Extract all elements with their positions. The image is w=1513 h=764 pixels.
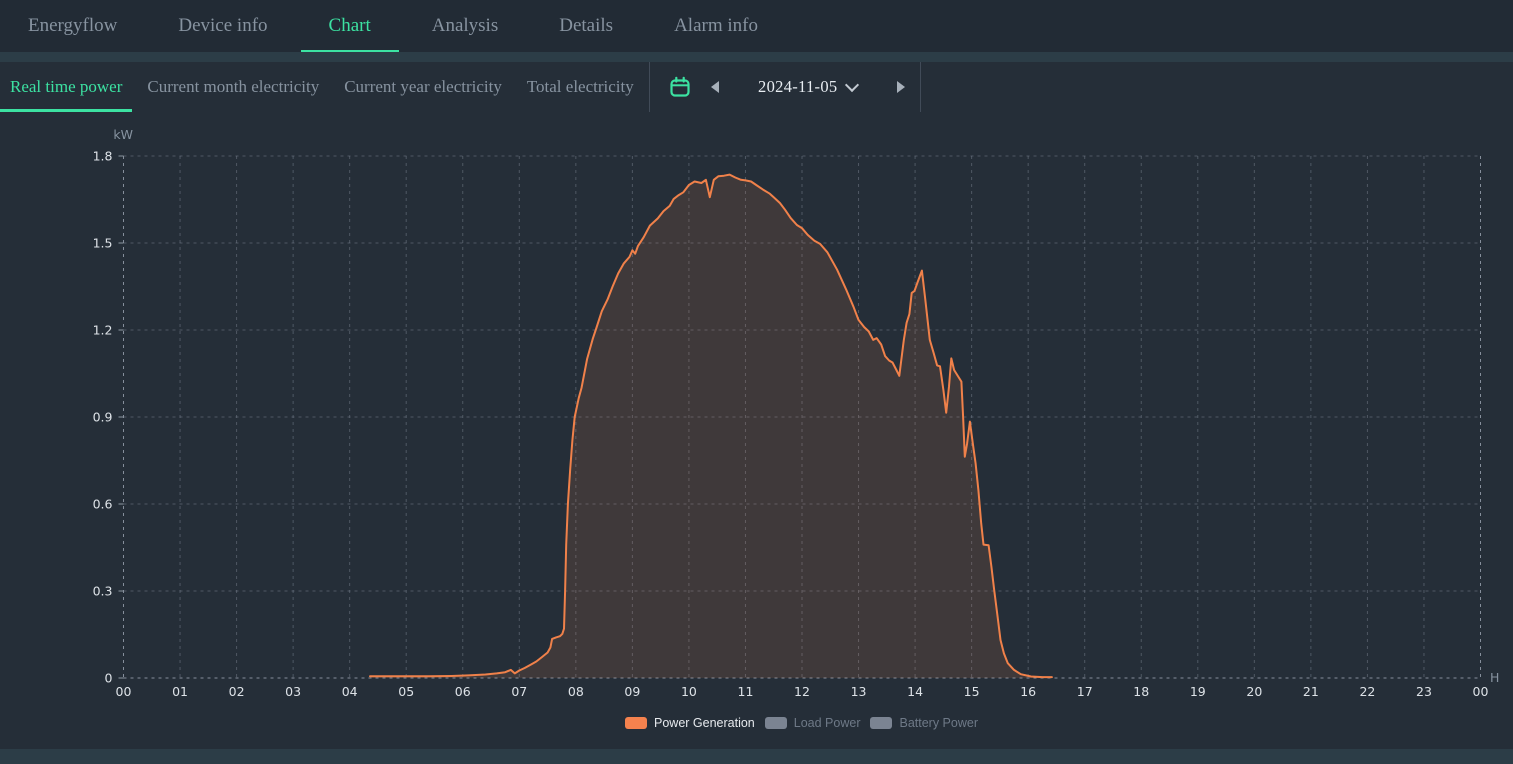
main-nav: Energyflow Device info Chart Analysis De… [0, 0, 1513, 52]
tab-details[interactable]: Details [559, 15, 614, 36]
tab-chart[interactable]: Chart [300, 0, 399, 52]
subtab-real-time-power[interactable]: Real time power [0, 62, 133, 112]
date-picker: 2024-11-05 [650, 62, 920, 112]
y-axis-tick-label: 0 [105, 671, 113, 686]
x-axis-tick-label: 10 [681, 684, 697, 699]
subtab-current-month-electricity[interactable]: Current month electricity [147, 77, 320, 96]
prev-day-arrow-icon[interactable] [710, 81, 719, 93]
x-axis-tick-label: 21 [1303, 684, 1319, 699]
x-axis-tick-label: 04 [342, 684, 358, 699]
divider [919, 62, 921, 112]
x-axis-tick-label: 06 [455, 684, 471, 699]
subtab-current-year-electricity[interactable]: Current year electricity [344, 77, 502, 96]
x-axis-tick-label: 00 [1473, 684, 1489, 699]
legend-swatch [870, 717, 893, 729]
x-axis-tick-label: 22 [1359, 684, 1375, 699]
chart-legend: Power Generation Load Power Battery Power [123, 712, 1480, 734]
legend-label: Load Power [793, 716, 861, 730]
x-axis-tick-label: 07 [511, 684, 527, 699]
subtab-total-electricity[interactable]: Total electricity [526, 77, 634, 96]
x-axis-tick-label: 08 [568, 684, 584, 699]
realtime-power-chart: 0 0.3 0.6 0.9 1.2 1.5 1.8 00 01 02 03 04 05 06 07 08 09 1… [0, 112, 1513, 749]
divider [648, 62, 650, 112]
x-axis-tick-label: 16 [1020, 684, 1036, 699]
x-axis-tick-label: 13 [851, 684, 867, 699]
x-axis-tick-label: 15 [964, 684, 980, 699]
legend-item-battery-power[interactable]: Battery Power [870, 716, 978, 730]
tab-alarm-info[interactable]: Alarm info [674, 15, 758, 36]
legend-label: Battery Power [899, 716, 978, 730]
x-axis-tick-label: 09 [624, 684, 640, 699]
tab-device-info[interactable]: Device info [178, 15, 268, 36]
y-axis-tick-label: 0.6 [93, 497, 113, 512]
x-axis-tick-label: 14 [907, 684, 923, 699]
y-axis-tick-label: 0.3 [93, 584, 113, 599]
x-axis-tick-label: 11 [738, 684, 754, 699]
x-axis-tick-label: 05 [398, 684, 414, 699]
legend-swatch [625, 717, 647, 729]
x-axis-tick-label: 19 [1190, 684, 1206, 699]
x-axis-tick-label: 17 [1077, 684, 1093, 699]
x-axis-tick-label: 02 [229, 684, 245, 699]
legend-swatch [764, 717, 787, 729]
sub-tab-bar: Real time power Current month electricit… [0, 62, 1513, 112]
x-axis-tick-label: 20 [1246, 684, 1262, 699]
legend-label: Power Generation [654, 716, 755, 730]
page-background-gap [0, 52, 1513, 62]
x-axis-tick-label: 00 [116, 684, 132, 699]
x-axis-tick-label: 18 [1133, 684, 1149, 699]
y-axis-tick-label: 1.5 [93, 236, 113, 251]
legend-item-load-power[interactable]: Load Power [764, 716, 861, 730]
y-axis-tick-label: 1.2 [93, 323, 113, 338]
calendar-icon[interactable] [669, 76, 691, 98]
tab-energyflow[interactable]: Energyflow [28, 15, 118, 36]
y-axis-tick-label: 0.9 [93, 410, 113, 425]
x-axis-tick-label: 03 [285, 684, 301, 699]
x-axis-tick-label: 01 [172, 684, 188, 699]
x-axis-unit-label: H [1490, 670, 1499, 685]
chevron-down-icon [845, 77, 860, 92]
chart-panel: Real time power Current month electricit… [0, 62, 1513, 749]
next-day-arrow-icon[interactable] [896, 81, 905, 93]
y-axis-unit-label: kW [113, 127, 133, 142]
x-axis-tick-label: 23 [1416, 684, 1432, 699]
tab-analysis[interactable]: Analysis [431, 15, 499, 36]
power-chart-svg: 0 0.3 0.6 0.9 1.2 1.5 1.8 00 01 02 03 04 05 06 07 08 09 1… [93, 127, 1500, 699]
power-generation-line [369, 173, 1053, 679]
x-axis-tick-label: 12 [794, 684, 810, 699]
power-generation-area [370, 174, 1052, 678]
y-axis-tick-label: 1.8 [93, 149, 113, 164]
date-value: 2024-11-05 [758, 77, 838, 96]
date-select[interactable]: 2024-11-05 [719, 77, 897, 97]
legend-item-power-generation[interactable]: Power Generation [625, 716, 755, 730]
